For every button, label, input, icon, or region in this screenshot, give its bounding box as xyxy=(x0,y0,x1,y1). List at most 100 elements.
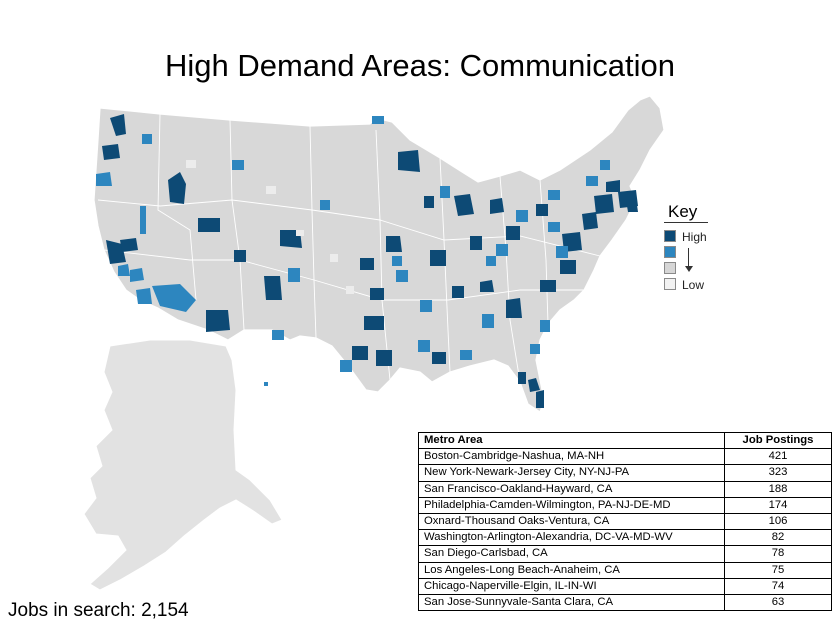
st-louis-area xyxy=(430,250,446,266)
metro-cell: Boston-Cambridge-Nashua, MA-NH xyxy=(418,448,725,466)
portland-area xyxy=(102,144,120,160)
san-antonio-area xyxy=(340,360,352,372)
burlington-area xyxy=(600,160,610,170)
legend-title: Key xyxy=(668,202,698,221)
legend-underline xyxy=(664,222,708,223)
header-job-postings: Job Postings xyxy=(724,431,832,450)
contiguous-us-landmass xyxy=(93,95,665,413)
gulf-area xyxy=(460,350,472,360)
table-row: San Jose-Sunnyvale-Santa Clara, CA 63 xyxy=(418,593,832,612)
sd-area xyxy=(234,250,246,262)
richmond-area xyxy=(556,246,568,258)
metro-cell: Oxnard-Thousand Oaks-Ventura, CA xyxy=(418,512,725,531)
fresno-area xyxy=(118,264,130,276)
alaska-landmass xyxy=(83,339,283,591)
table-row: Chicago-Naperville-Elgin, IL-IN-WI 74 xyxy=(418,577,832,595)
dallas-area xyxy=(364,316,384,330)
louisville-area xyxy=(486,256,496,266)
postings-cell: 82 xyxy=(724,529,832,547)
jacksonville-area xyxy=(530,344,540,354)
postings-cell: 188 xyxy=(724,480,832,498)
table-header-row: Metro Area Job Postings xyxy=(418,431,832,450)
buffalo-area xyxy=(548,190,560,200)
metro-cell: San Jose-Sunnyvale-Santa Clara, CA xyxy=(418,593,725,612)
sd-area-2 xyxy=(320,200,330,210)
spokane-area xyxy=(142,134,152,144)
baton-rouge-area xyxy=(418,340,430,352)
table-row: San Francisco-Oakland-Hayward, CA 188 xyxy=(418,480,832,498)
postings-cell: 63 xyxy=(724,593,832,612)
montana-area xyxy=(232,160,244,170)
legend-arrow-head xyxy=(685,266,693,272)
metro-cell: Los Angeles-Long Beach-Anaheim, CA xyxy=(418,561,725,579)
metro-cell: Washington-Arlington-Alexandria, DC-VA-M… xyxy=(418,529,725,547)
low-demand-areas xyxy=(186,160,354,294)
postings-cell: 174 xyxy=(724,496,832,514)
metro-cell: San Francisco-Oakland-Hayward, CA xyxy=(418,480,725,498)
table-row: Los Angeles-Long Beach-Anaheim, CA 75 xyxy=(418,561,832,579)
albany-area xyxy=(586,176,598,186)
wichita-area xyxy=(392,256,402,266)
postings-cell: 421 xyxy=(724,448,832,466)
postings-cell: 78 xyxy=(724,545,832,563)
atlanta-area xyxy=(506,298,522,318)
legend-swatch-low-medium xyxy=(664,262,676,274)
miami-area xyxy=(536,390,544,408)
omaha-area xyxy=(360,258,374,270)
metro-cell: San Diego-Carlsbad, CA xyxy=(418,545,725,563)
table-row: New York-Newark-Jersey City, NY-NJ-PA 323 xyxy=(418,464,832,482)
nd-area xyxy=(372,116,384,124)
postings-cell: 106 xyxy=(724,512,832,531)
maine-area xyxy=(626,198,638,212)
legend-arrow xyxy=(688,248,689,270)
raleigh-area xyxy=(560,260,576,274)
metro-cell: New York-Newark-Jersey City, NY-NJ-PA xyxy=(418,464,725,482)
inland-empire-area xyxy=(136,288,152,304)
milwaukee-area xyxy=(440,186,450,198)
orlando-area xyxy=(528,378,540,392)
postings-cell: 75 xyxy=(724,561,832,579)
charlotte-area xyxy=(540,280,556,292)
table-row: Washington-Arlington-Alexandria, DC-VA-M… xyxy=(418,529,832,547)
table-row: San Diego-Carlsbad, CA 78 xyxy=(418,545,832,563)
kc-area xyxy=(386,236,402,252)
new-orleans-area xyxy=(432,352,446,364)
el-paso-area xyxy=(272,330,284,340)
table-row: Philadelphia-Camden-Wilmington, PA-NJ-DE… xyxy=(418,496,832,514)
salt-lake-area xyxy=(198,218,220,232)
metro-area-table: Metro Area Job Postings Boston-Cambridge… xyxy=(418,431,832,612)
oregon-coast-area xyxy=(96,172,112,186)
metro-cell: Philadelphia-Camden-Wilmington, PA-NJ-DE… xyxy=(418,496,725,514)
map-legend: Key High Low xyxy=(660,202,720,292)
medium-demand-areas xyxy=(96,116,610,372)
legend-low-label: Low xyxy=(682,278,705,292)
little-rock-area xyxy=(420,300,432,312)
postings-cell: 74 xyxy=(724,577,832,595)
metro-cell: Chicago-Naperville-Elgin, IL-IN-WI xyxy=(418,577,725,595)
table-row: Boston-Cambridge-Nashua, MA-NH 421 xyxy=(418,448,832,466)
legend-high-label: High xyxy=(682,230,707,244)
tampa-area xyxy=(518,372,526,384)
bakersfield-area xyxy=(130,268,144,282)
legend-swatch-medium xyxy=(664,246,676,258)
island-marker xyxy=(264,382,268,386)
postings-cell: 323 xyxy=(724,464,832,482)
legend-swatch-high xyxy=(664,230,676,242)
new-york-area xyxy=(594,194,614,214)
table-row: Oxnard-Thousand Oaks-Ventura, CA 106 xyxy=(418,512,832,531)
phoenix-area xyxy=(264,276,282,300)
albuquerque-area xyxy=(288,268,300,282)
okc-area xyxy=(370,288,384,300)
los-angeles-area xyxy=(206,310,230,332)
cleveland-area xyxy=(516,210,528,222)
boise-area xyxy=(168,172,186,204)
bay-area-2 xyxy=(120,238,138,252)
jobs-in-search: Jobs in search: 2,154 xyxy=(8,600,189,621)
seattle-area xyxy=(110,114,126,136)
tulsa-area xyxy=(396,270,408,282)
map-title: High Demand Areas: Communication xyxy=(164,48,676,83)
philadelphia-area xyxy=(582,212,598,230)
detroit-area xyxy=(490,198,504,214)
chicago-area xyxy=(454,194,474,216)
